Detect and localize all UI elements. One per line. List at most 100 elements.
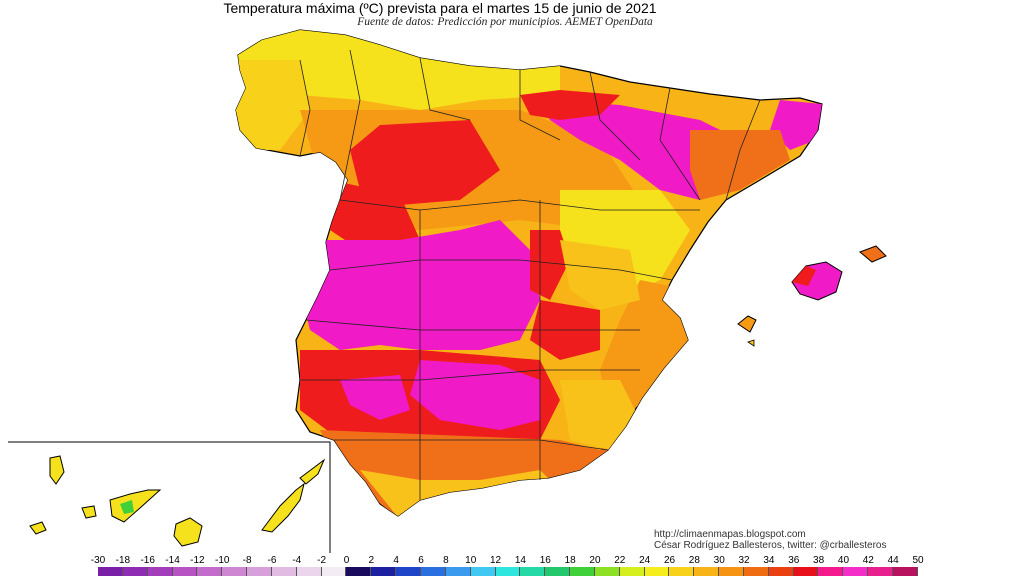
legend-tick-label: -14 bbox=[165, 555, 180, 566]
lanzarote bbox=[299, 458, 326, 485]
legend-swatch bbox=[445, 567, 471, 576]
legend-swatch bbox=[868, 567, 893, 576]
legend-tick-label: 28 bbox=[688, 555, 700, 566]
legend-swatch bbox=[644, 567, 670, 576]
legend-tick-label: -18 bbox=[115, 555, 131, 566]
legend-swatch bbox=[197, 567, 223, 576]
legend-tick-label: 14 bbox=[514, 555, 526, 566]
legend-color-bar bbox=[98, 567, 918, 576]
la-gomera bbox=[81, 505, 97, 519]
legend-tick-label: 2 bbox=[368, 555, 375, 566]
legend-swatch bbox=[122, 567, 148, 576]
legend-tick-label: -12 bbox=[190, 555, 205, 566]
legend-tick-label: -8 bbox=[242, 555, 252, 566]
legend-swatch bbox=[545, 567, 571, 576]
zone-orange-lamancha bbox=[560, 240, 640, 310]
inset-border bbox=[8, 441, 331, 553]
legend-swatch bbox=[619, 567, 645, 576]
zone-yellow-southeast bbox=[560, 380, 640, 450]
formentera bbox=[747, 339, 755, 347]
legend-tick-labels: -30 -18 -16 -14 -12 -10 -8 -6 -4 -2 0 2 4 6 8 10 12 14 16 1… bbox=[91, 555, 924, 567]
legend-swatch bbox=[570, 567, 595, 576]
map-title: Temperatura máxima (ºC) prevista para el… bbox=[223, 0, 657, 16]
legend-tick-label: 18 bbox=[564, 555, 576, 566]
legend-tick-label: 30 bbox=[713, 555, 725, 566]
legend-tick-label: 16 bbox=[539, 555, 551, 566]
legend-swatch bbox=[321, 567, 347, 576]
legend-tick-label: -30 bbox=[90, 555, 106, 566]
credit-author: César Rodríguez Ballesteros, twitter: @c… bbox=[654, 540, 887, 551]
tenerife-teide bbox=[120, 500, 134, 514]
legend-tick-label: 38 bbox=[813, 555, 825, 566]
legend-tick-label: 20 bbox=[589, 555, 601, 566]
legend-swatch bbox=[470, 567, 496, 576]
legend-swatch bbox=[346, 567, 372, 576]
legend-swatch bbox=[247, 567, 272, 576]
legend-swatch bbox=[743, 567, 769, 576]
legend-tick-label: -4 bbox=[292, 555, 302, 566]
zone-red-west bbox=[330, 180, 420, 250]
zone-yellow-galicia bbox=[236, 60, 310, 150]
legend-swatch bbox=[669, 567, 695, 576]
legend-tick-label: 26 bbox=[663, 555, 676, 566]
legend-tick-label: -2 bbox=[317, 555, 327, 566]
legend-tick-label: 4 bbox=[393, 555, 399, 566]
legend-swatch bbox=[420, 567, 446, 576]
legend-swatch bbox=[694, 567, 720, 576]
zone-magenta-catalonia bbox=[770, 100, 822, 150]
legend-swatch bbox=[893, 567, 918, 576]
legend-swatch bbox=[98, 567, 123, 576]
legend-tick-label: 24 bbox=[639, 555, 651, 566]
credit-url: http://climaenmapas.blogspot.com bbox=[654, 529, 806, 540]
legend-swatch bbox=[818, 567, 844, 576]
legend-tick-label: -16 bbox=[140, 555, 155, 566]
legend-swatch bbox=[396, 567, 421, 576]
legend-swatch bbox=[719, 567, 744, 576]
balearic-islands bbox=[737, 245, 887, 347]
legend-tick-label: 6 bbox=[418, 555, 424, 566]
el-hierro bbox=[29, 521, 47, 535]
region-borders bbox=[299, 49, 761, 500]
legend-swatch bbox=[495, 567, 521, 576]
legend-swatch bbox=[222, 567, 248, 576]
zone-orange-catalonia bbox=[690, 130, 790, 200]
gran-canaria bbox=[173, 517, 203, 547]
legend-tick-label: 12 bbox=[490, 555, 502, 566]
legend-tick-label: -6 bbox=[267, 555, 277, 566]
legend-swatch bbox=[793, 567, 819, 576]
legend-tick-label: 42 bbox=[862, 555, 874, 566]
zone-magenta-sevilla bbox=[340, 375, 410, 420]
legend-tick-label: 22 bbox=[614, 555, 626, 566]
legend-tick-label: 36 bbox=[788, 555, 800, 566]
menorca bbox=[859, 245, 887, 263]
legend-tick-label: 44 bbox=[887, 555, 899, 566]
map-subtitle: Fuente de datos: Predicción por municipi… bbox=[357, 16, 653, 28]
legend-tick-label: 8 bbox=[443, 555, 449, 566]
legend-swatch bbox=[172, 567, 198, 576]
legend-swatch bbox=[520, 567, 546, 576]
legend-swatch bbox=[371, 567, 397, 576]
legend-tick-label: 0 bbox=[343, 555, 350, 566]
legend-tick-label: 50 bbox=[912, 555, 924, 566]
mallorca-coast bbox=[792, 266, 816, 286]
legend-swatch bbox=[768, 567, 794, 576]
legend-swatch bbox=[296, 567, 322, 576]
legend-tick-label: 10 bbox=[465, 555, 477, 566]
legend-swatch bbox=[147, 567, 173, 576]
credit-block: http://climaenmapas.blogspot.com César R… bbox=[654, 529, 886, 551]
zone-red-castilla bbox=[350, 120, 500, 205]
ibiza bbox=[737, 315, 757, 333]
legend-tick-label: 40 bbox=[837, 555, 850, 566]
legend-swatch bbox=[271, 567, 297, 576]
tenerife bbox=[109, 489, 162, 523]
zone-magenta-guadalquivir bbox=[410, 360, 540, 430]
canarias-inset bbox=[8, 441, 331, 553]
fuerteventura bbox=[261, 482, 305, 533]
la-palma bbox=[49, 455, 65, 485]
legend-tick-label: 34 bbox=[763, 555, 775, 566]
legend-swatch bbox=[594, 567, 620, 576]
legend-tick-label: -10 bbox=[215, 555, 230, 566]
legend-tick-label: 32 bbox=[738, 555, 750, 566]
legend-swatch bbox=[843, 567, 869, 576]
